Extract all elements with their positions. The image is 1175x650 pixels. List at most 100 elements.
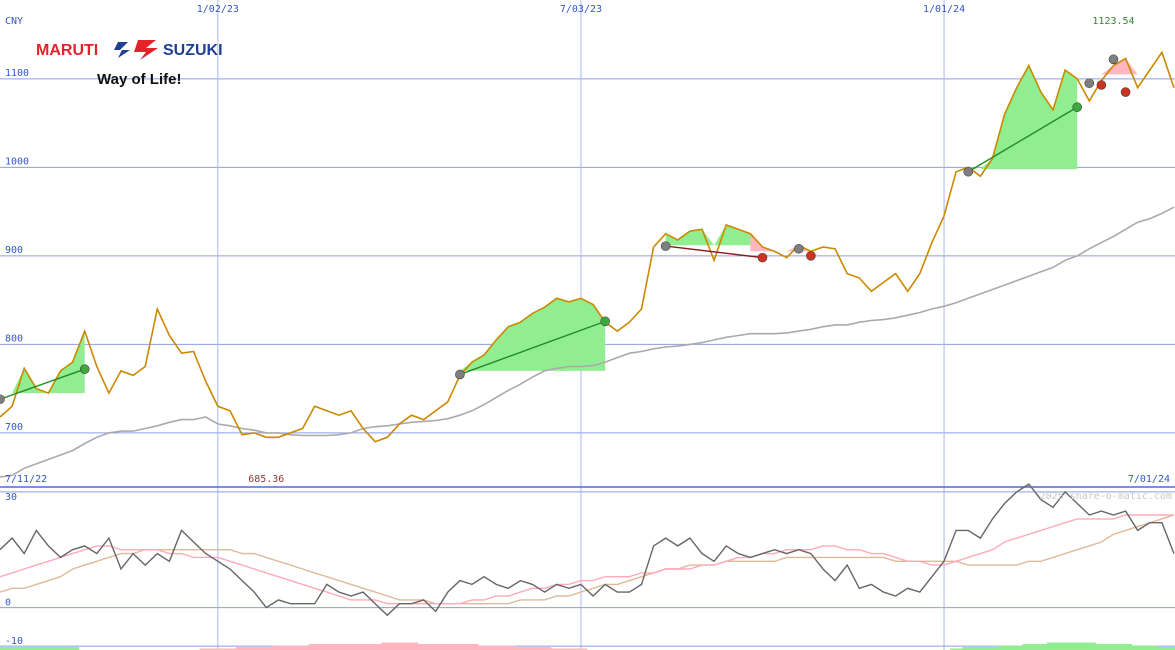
signal-marker-5 [757, 252, 768, 263]
histogram-bar-18 [211, 648, 225, 650]
histogram-bar-38 [453, 644, 467, 650]
indicator-series [0, 483, 1175, 617]
histogram-bar-44 [526, 647, 540, 650]
histogram-bar-23 [272, 645, 285, 650]
histogram-bar-94 [1131, 645, 1145, 650]
trend-line-3 [967, 106, 1078, 173]
signal-marker-10 [1084, 78, 1095, 89]
x-tick-1: 7/03/23 [560, 4, 602, 15]
histogram-bar-5 [54, 647, 68, 650]
histogram-bar-2 [18, 647, 31, 650]
y-tick-1000: 1000 [5, 156, 29, 167]
histogram-bar-4 [42, 647, 55, 650]
y-tick-800: 800 [5, 333, 23, 344]
watermark: 2025 share-o-matic.com [1040, 491, 1172, 502]
histogram-bar-19 [223, 648, 237, 650]
signal-marker-13 [1120, 87, 1131, 97]
histogram-bar-43 [514, 647, 527, 650]
histogram-bar-81 [974, 647, 987, 650]
y-tick-1100: 1100 [5, 68, 29, 79]
histogram-bar-95 [1143, 645, 1157, 650]
signal-marker-8 [963, 166, 974, 177]
histogram-bar-29 [344, 644, 358, 650]
price-series-line-0 [0, 206, 1175, 478]
indicator-series-line-1 [0, 514, 1174, 605]
histogram-bar-82 [986, 647, 1000, 650]
histogram-bar-86 [1034, 644, 1048, 650]
price-series [0, 50, 1175, 478]
histogram-bar-36 [429, 644, 443, 650]
histogram-bar-47 [562, 648, 576, 650]
histogram-bar-35 [417, 644, 431, 650]
histogram-bar-24 [284, 645, 298, 650]
logo-maruti-text: MARUTI [36, 42, 98, 59]
histogram-bar-21 [248, 647, 261, 650]
x-start-label: 7/11/22 [5, 474, 47, 485]
ind-y-tick-30: 30 [5, 492, 17, 503]
histogram-bar-91 [1095, 644, 1108, 650]
histogram-bar-37 [441, 644, 455, 650]
signal-marker-2 [455, 369, 465, 380]
histogram-bar-6 [66, 647, 80, 650]
histogram-bar-46 [550, 648, 564, 650]
histogram-bar-26 [308, 644, 322, 650]
indicator-axis-labels: 30 0 -10 [5, 492, 23, 647]
price-axis-labels: CNY 700 800 900 1000 1100 1/02/23 7/03/23 1/01/2… [5, 4, 1170, 485]
trend-line-2 [665, 245, 763, 259]
price-series-line-1 [0, 50, 1175, 443]
histogram-bar-42 [502, 645, 515, 650]
logo-suzuki-text: SUZUKI [163, 42, 223, 59]
histogram-bar-1 [6, 647, 19, 650]
histogram-bar-87 [1046, 642, 1060, 650]
histogram-bar-79 [950, 648, 963, 650]
signal-marker-4 [660, 241, 671, 251]
shaded-region-5 [1077, 58, 1138, 75]
histogram-bar-28 [332, 644, 346, 650]
signal-marker-3 [600, 316, 610, 327]
histogram-bar-39 [465, 644, 479, 650]
histogram-bar-80 [962, 647, 975, 650]
currency-label: CNY [5, 16, 23, 27]
shaded-region-2 [665, 224, 751, 246]
histogram-bar-17 [199, 648, 213, 650]
logo-slogan: Way of Life! [97, 71, 181, 88]
histogram-bar-31 [369, 644, 382, 650]
x-tick-0: 1/02/23 [197, 4, 239, 15]
histogram-bar-93 [1119, 644, 1133, 650]
shaded-region-4 [968, 65, 1078, 170]
signal-marker-6 [794, 243, 804, 254]
histogram-bar-27 [320, 644, 334, 650]
histogram-bar-3 [30, 647, 43, 650]
histogram-bar-85 [1022, 644, 1036, 650]
histogram-bar-89 [1071, 642, 1084, 650]
histogram-bar-45 [538, 647, 552, 650]
shaded-region-1 [459, 298, 606, 371]
histogram-bar-97 [1167, 647, 1175, 650]
histogram-bar-48 [574, 648, 588, 650]
suzuki-s-icon [114, 40, 158, 60]
histogram-bar-20 [236, 647, 249, 650]
y-tick-900: 900 [5, 245, 23, 256]
indicator-series-line-2 [0, 483, 1175, 617]
histogram-bar-83 [998, 645, 1012, 650]
histogram-bar-41 [490, 645, 503, 650]
histogram-bar-32 [381, 642, 394, 650]
histogram-bar-96 [1155, 647, 1169, 650]
histogram-bar-34 [405, 642, 419, 650]
histogram-bar-25 [296, 645, 310, 650]
price-shaded-regions [0, 58, 1138, 394]
y-tick-700: 700 [5, 422, 23, 433]
x-end-label: 7/01/24 [1128, 474, 1170, 485]
indicator-histogram [0, 642, 1175, 650]
histogram-bar-0 [0, 647, 7, 650]
last-value-label: 1123.54 [1092, 16, 1134, 27]
signal-marker-7 [806, 251, 816, 261]
signal-marker-12 [1108, 54, 1119, 65]
indicator-grid [0, 491, 1175, 647]
trend-line-0 [0, 368, 85, 400]
ind-y-tick-0: 0 [5, 598, 11, 609]
signal-marker-0 [0, 394, 5, 405]
histogram-bar-84 [1010, 645, 1024, 650]
